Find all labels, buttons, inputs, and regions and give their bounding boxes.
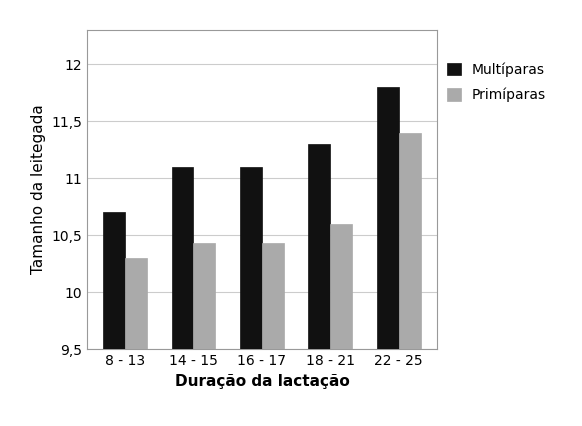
Bar [193, 243, 215, 426]
Bar [103, 213, 125, 426]
Y-axis label: Tamanho da leitegada: Tamanho da leitegada [31, 105, 46, 274]
Bar [399, 132, 421, 426]
Bar [172, 167, 193, 426]
Bar [331, 224, 352, 426]
Legend: Multíparas, Primíparas: Multíparas, Primíparas [447, 62, 546, 102]
Bar [240, 167, 262, 426]
X-axis label: Duração da lactação: Duração da lactação [175, 374, 349, 389]
Bar [377, 87, 399, 426]
Bar [125, 258, 147, 426]
Bar [308, 144, 331, 426]
Bar [262, 243, 284, 426]
